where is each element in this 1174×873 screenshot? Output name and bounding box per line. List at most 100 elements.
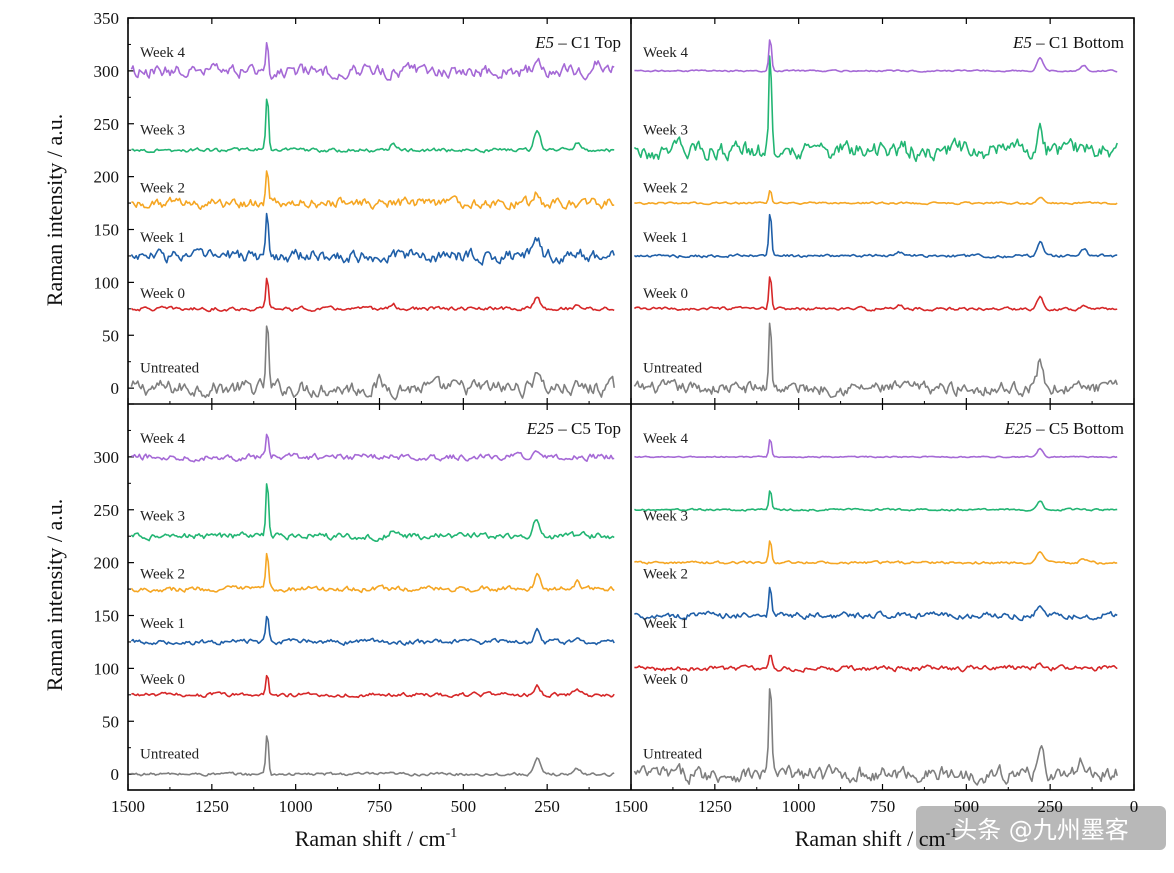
series-label-week-4: Week 4 [140,45,186,61]
x-tick-label-right: 1500 [614,797,648,816]
series-line-untreated [130,325,615,401]
series-label-week-2: Week 2 [140,180,185,196]
y-tick-label: 250 [94,501,120,520]
text-layer: 0 50 100 150 200 250 300 350 0 50 100 150 200 250 300 1… [94,9,1139,816]
panel-title-sample: E5 [1012,33,1032,52]
series-label-week-3: Week 3 [140,122,185,138]
series-label-week-3: Week 3 [140,508,185,524]
watermark: 头条 @九州墨客 [916,806,1166,850]
x-tick-label-right: 0 [1130,797,1139,816]
series-label-week-1: Week 1 [643,616,688,632]
series-label-week-1: Week 1 [140,230,185,246]
axes-layer [127,17,1135,791]
series-line-week-1 [130,212,615,266]
series-line-week-4 [634,439,1118,459]
series-label-week-4: Week 4 [643,45,689,61]
y-tick-label: 200 [94,554,120,573]
x-tick-label-left: 500 [451,797,477,816]
series-line-untreated [633,688,1118,786]
panel-title-detail: – C5 Top [554,419,621,438]
panel-title-detail: – C1 Top [554,33,621,52]
series-line-week-2 [634,190,1118,206]
x-tick-label-right: 1250 [698,797,732,816]
y-tick-label: 150 [94,607,120,626]
panel-title-sample: E25 [526,419,554,438]
y-tick-label: 250 [94,115,120,134]
panel-title: E5 – C1 Top [534,33,621,52]
y-axis-title-top: Raman intensity / a.u. [42,114,67,306]
y-axis-title-bottom: Raman intensity / a.u. [42,499,67,691]
y-tick-label: 0 [111,765,120,784]
series-label-week-1: Week 1 [140,616,185,632]
series-label-week-4: Week 4 [140,431,186,447]
panel-title-detail: – C1 Bottom [1032,33,1124,52]
series-label-week-2: Week 2 [643,180,688,196]
series-label-week-4: Week 4 [643,431,689,447]
series-label-week-1: Week 1 [643,230,688,246]
series-label-untreated: Untreated [643,746,703,762]
series-label-week-0: Week 0 [643,286,688,302]
x-tick-label-left: 1000 [279,797,313,816]
series-line-untreated [131,735,615,778]
series-line-week-1 [130,615,615,647]
series-line-untreated [633,322,1118,399]
series-line-week-2 [634,540,1118,565]
x-axis-title-left: Raman shift / cm-1 [295,826,458,851]
y-tick-label: 150 [94,221,120,240]
series-line-week-3 [633,55,1118,163]
y-tick-label: 50 [102,712,119,731]
x-tick-label-right: 1000 [782,797,816,816]
series-line-week-3 [131,98,615,154]
x-tick-label-right: 500 [954,797,980,816]
x-tick-label-right: 250 [1037,797,1063,816]
series-line-week-0 [633,276,1118,312]
series-line-week-0 [130,277,615,313]
x-tick-label-left: 1250 [195,797,229,816]
series-line-week-2 [131,170,615,211]
y-tick-label: 350 [94,9,120,28]
x-tick-label-left: 750 [367,797,393,816]
series-line-week-3 [130,483,615,543]
series-label-week-0: Week 0 [140,286,185,302]
series-line-week-4 [634,39,1118,73]
y-tick-label: 300 [94,62,120,81]
series-line-week-0 [634,654,1118,673]
series-label-week-0: Week 0 [140,672,185,688]
series-label-week-2: Week 2 [643,566,688,582]
series-label-week-3: Week 3 [643,508,688,524]
panel-title: E5 – C1 Bottom [1012,33,1124,52]
panel-title-detail: – C5 Bottom [1032,419,1124,438]
series-label-week-2: Week 2 [140,566,185,582]
x-tick-label-left: 250 [534,797,560,816]
series-label-week-3: Week 3 [643,122,688,138]
series-line-week-4 [130,41,615,81]
x-tick-label-right: 750 [870,797,896,816]
series-line-week-1 [634,586,1118,622]
x-axis-title-right: Raman shift / cm-1 [795,826,958,851]
series-line-week-1 [633,213,1118,259]
series-line-week-2 [130,552,615,594]
series-label-untreated: Untreated [643,360,703,376]
series-line-week-0 [131,674,615,699]
series-line-week-3 [634,490,1118,512]
y-tick-label: 100 [94,273,120,292]
series-line-week-4 [131,433,615,463]
series-label-untreated: Untreated [140,746,200,762]
series-label-week-0: Week 0 [643,672,688,688]
x-tick-label-left: 1500 [111,797,145,816]
panel-title: E25 – C5 Bottom [1004,419,1125,438]
series-label-untreated: Untreated [140,360,200,376]
y-tick-label: 300 [94,448,120,467]
panel-title-sample: E5 [534,33,554,52]
panel-title-sample: E25 [1004,419,1032,438]
watermark-text: 头条 @九州墨客 [953,816,1129,844]
y-tick-label: 50 [102,326,119,345]
y-tick-label: 100 [94,659,120,678]
panel-title: E25 – C5 Top [526,419,621,438]
watermark-backdrop [916,806,1166,850]
series-layer [130,39,1118,786]
y-tick-label: 200 [94,168,120,187]
y-tick-label: 0 [111,379,120,398]
